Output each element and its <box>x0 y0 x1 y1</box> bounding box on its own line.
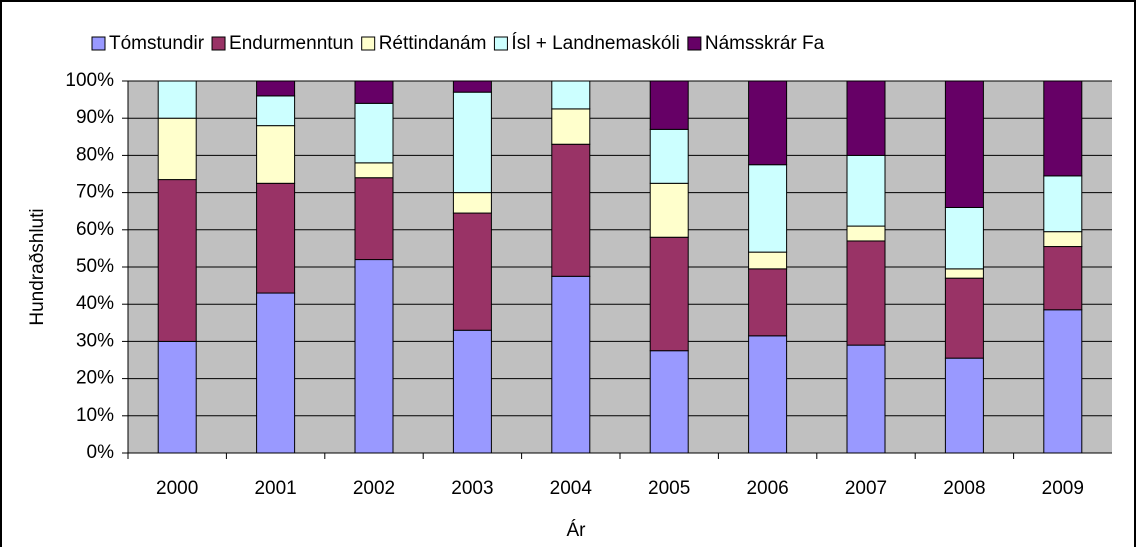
bar-segment <box>354 102 394 164</box>
bar-segment <box>551 80 591 110</box>
bar-segment <box>452 192 492 214</box>
legend-swatch <box>211 36 226 51</box>
bar-segment <box>748 80 788 166</box>
bar-segment <box>649 128 689 184</box>
y-tick-label: 50% <box>76 256 114 277</box>
x-tick-label: 2004 <box>550 478 593 499</box>
bar-segment <box>452 91 492 194</box>
bar-segment <box>944 277 984 359</box>
bar-segment <box>748 251 788 270</box>
y-tick-label: 90% <box>76 107 114 128</box>
legend-label: Réttindanám <box>379 33 487 54</box>
bar-segment <box>1043 309 1083 454</box>
bar-segment <box>846 344 886 454</box>
y-tick-label: 10% <box>76 405 114 426</box>
bar-segment <box>256 292 296 454</box>
y-tick-label: 40% <box>76 293 114 314</box>
y-tick-label: 80% <box>76 144 114 165</box>
x-axis-title: Ár <box>567 520 587 541</box>
legend-swatch <box>361 36 376 51</box>
bar-segment <box>944 80 984 208</box>
bar-segment <box>944 268 984 279</box>
legend-label: Námsskrár Fa <box>705 33 825 54</box>
bar-segment <box>846 240 886 346</box>
x-tick-label: 2006 <box>746 478 788 499</box>
y-tick-label: 30% <box>76 330 114 351</box>
bar-segment <box>649 182 689 238</box>
x-tick-label: 2009 <box>1042 478 1084 499</box>
bar-segment <box>256 182 296 294</box>
bar-segment <box>649 80 689 130</box>
y-axis-title: Hundraðshluti <box>27 208 48 325</box>
bar-segment <box>649 236 689 352</box>
bar-segment <box>157 80 197 119</box>
bar-segment <box>944 357 984 454</box>
bar-segment <box>551 143 591 277</box>
bar-segment <box>551 275 591 454</box>
bar-segment <box>354 177 394 261</box>
y-tick-label: 0% <box>87 442 115 463</box>
bar-segment <box>748 268 788 337</box>
bar-segment <box>551 108 591 145</box>
x-tick-label: 2000 <box>156 478 198 499</box>
bar-segment <box>452 329 492 454</box>
bar-segment <box>748 164 788 253</box>
bar-segment <box>256 95 296 127</box>
bar-segment <box>944 206 984 270</box>
bar-segment <box>1043 175 1083 233</box>
bar-segment <box>157 179 197 342</box>
bar-segment <box>354 162 394 179</box>
y-tick-label: 70% <box>76 182 114 203</box>
bar-segment <box>256 125 296 184</box>
bar-segment <box>649 350 689 454</box>
x-tick-label: 2005 <box>648 478 690 499</box>
x-tick-label: 2007 <box>845 478 887 499</box>
bar-segment <box>354 80 394 104</box>
y-tick-label: 60% <box>76 219 114 240</box>
legend-label: Endurmenntun <box>229 33 354 54</box>
y-tick-label: 100% <box>65 70 114 91</box>
x-tick-label: 2002 <box>353 478 395 499</box>
bar-segment <box>846 225 886 242</box>
bar-segment <box>452 80 492 93</box>
bar-segment <box>748 335 788 454</box>
legend-swatch <box>91 36 106 51</box>
legend-swatch <box>687 36 702 51</box>
bar-segment <box>452 212 492 331</box>
bar-segment <box>354 259 394 454</box>
bar-segment <box>846 154 886 227</box>
legend-label: Tómstundir <box>109 33 205 54</box>
bar-segment <box>1043 231 1083 248</box>
x-tick-label: 2008 <box>943 478 985 499</box>
x-tick-label: 2003 <box>451 478 493 499</box>
bar-segment <box>157 117 197 181</box>
y-tick-label: 20% <box>76 368 114 389</box>
bar-segment <box>256 80 296 97</box>
bar-segment <box>846 80 886 156</box>
bar-segment <box>157 340 197 454</box>
x-tick-label: 2001 <box>254 478 296 499</box>
legend-swatch <box>493 36 508 51</box>
legend-label: Ísl + Landnemaskóli <box>511 33 679 54</box>
bar-segment <box>1043 80 1083 177</box>
bar-segment <box>1043 246 1083 311</box>
